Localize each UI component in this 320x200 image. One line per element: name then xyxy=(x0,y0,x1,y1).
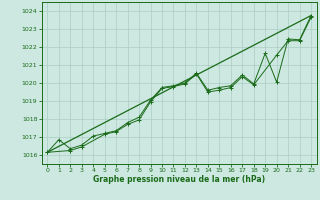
X-axis label: Graphe pression niveau de la mer (hPa): Graphe pression niveau de la mer (hPa) xyxy=(93,175,265,184)
